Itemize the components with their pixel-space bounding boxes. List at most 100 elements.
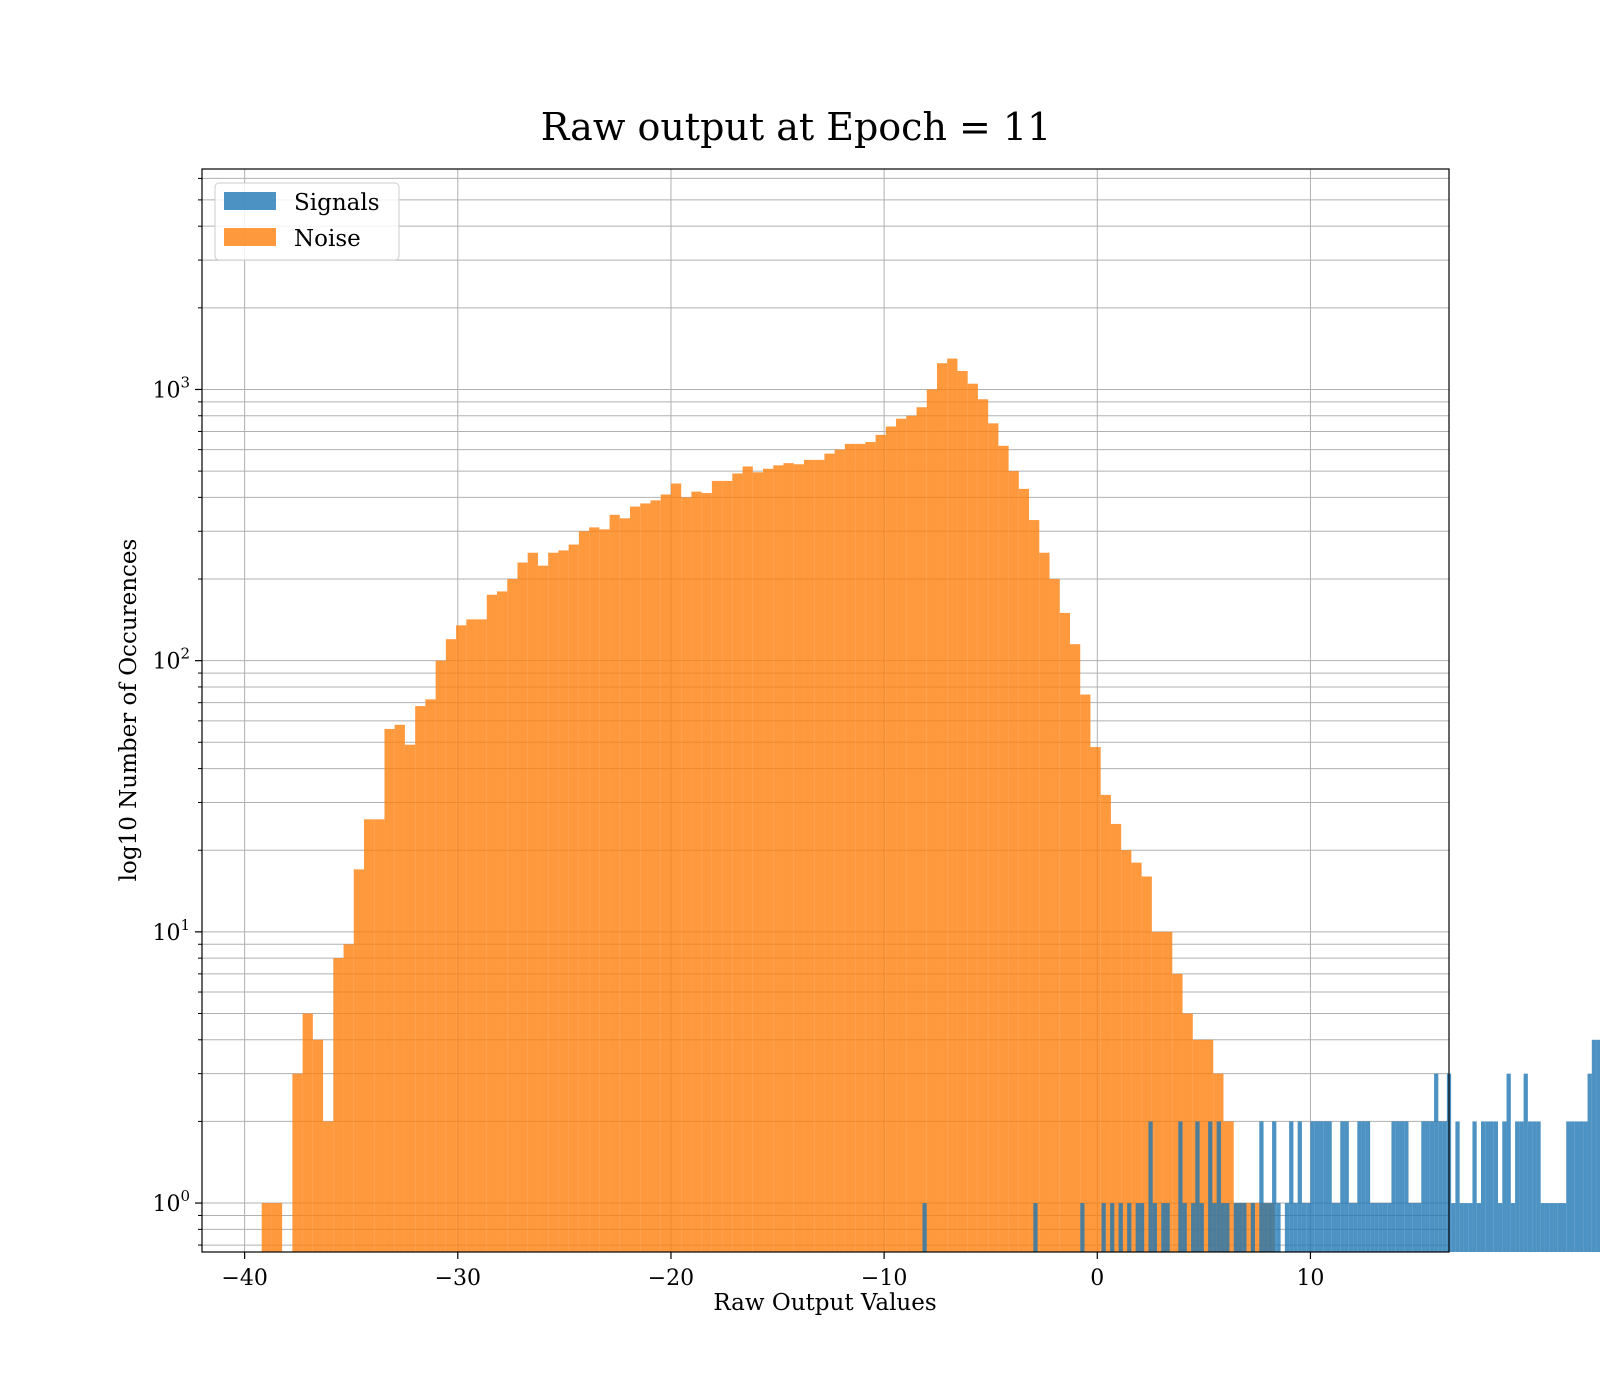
signals-bar (1306, 1203, 1311, 1252)
noise-bar (803, 459, 815, 1253)
signals-bar (1557, 1203, 1562, 1252)
signals-bar (1506, 1073, 1511, 1252)
signals-bar (1591, 1039, 1597, 1252)
x-axis-label: Raw Output Values (713, 1290, 936, 1316)
noise-bar (271, 1203, 283, 1252)
signals-bar (1263, 1203, 1268, 1252)
signals-bar (1033, 1203, 1038, 1252)
x-axis-ticks: −40 −30 −20 −10 0 10 (221, 1252, 1324, 1291)
noise-bar (558, 550, 569, 1252)
signals-bar (1421, 1121, 1426, 1252)
signals-bar (1412, 1203, 1418, 1252)
noise-bar (660, 494, 671, 1252)
signals-bar (1272, 1121, 1277, 1252)
signals-bar (1220, 1203, 1226, 1252)
noise-bar (292, 1073, 303, 1252)
noise-bar (302, 1013, 313, 1252)
legend-label-noise: Noise (294, 226, 361, 252)
noise-bar (998, 445, 1009, 1252)
signals-bar (1587, 1073, 1592, 1252)
noise-bar (763, 468, 774, 1253)
signals-bar (1199, 1203, 1204, 1252)
noise-bar (936, 363, 948, 1252)
chart-title: Raw output at Epoch = 11 (541, 105, 1052, 149)
noise-bar (466, 619, 477, 1252)
noise-bar (1110, 823, 1122, 1252)
signals-bar (1425, 1121, 1430, 1252)
signals-bar (1468, 1203, 1473, 1252)
noise-bar (364, 819, 375, 1252)
signals-bar (1165, 1203, 1170, 1252)
signals-bar (1429, 1121, 1435, 1252)
noise-bar (742, 466, 753, 1252)
noise-bar (640, 503, 651, 1253)
signals-bar (1561, 1203, 1567, 1252)
noise-bar (517, 562, 528, 1252)
signals-bar (1344, 1121, 1349, 1252)
signals-bar (1502, 1121, 1507, 1252)
signals-bar (1463, 1203, 1469, 1252)
signals-bar (1382, 1203, 1388, 1252)
signals-bar (1276, 1203, 1281, 1252)
signals-bar (1110, 1203, 1115, 1252)
legend-swatch-noise (224, 228, 276, 246)
x-tick-label: 10 (1296, 1266, 1324, 1291)
noise-bar (497, 591, 508, 1252)
noise-bar (814, 459, 825, 1253)
signals-bar (1370, 1203, 1375, 1252)
x-tick-label: −10 (861, 1266, 907, 1291)
signals-bar (1489, 1121, 1494, 1252)
signals-bar (1455, 1121, 1460, 1252)
signals-bar (1327, 1121, 1332, 1252)
noise-bar (404, 744, 416, 1252)
noise-bar (1100, 794, 1111, 1252)
noise-bar (773, 465, 784, 1253)
noise-bar (834, 449, 845, 1252)
signals-bar (1216, 1121, 1221, 1252)
signals-bar (1510, 1203, 1516, 1252)
x-tick-label: −30 (435, 1266, 481, 1291)
signals-bar (1391, 1121, 1396, 1252)
signals-bar (1161, 1203, 1166, 1252)
signals-bar (1399, 1121, 1405, 1252)
signals-bar (1139, 1203, 1145, 1252)
signals-bar (1152, 1203, 1157, 1252)
noise-bar (537, 565, 549, 1252)
signals-bar (1519, 1121, 1524, 1252)
noise-bar (670, 483, 682, 1252)
noise-bar (1080, 694, 1091, 1252)
signals-bar (1353, 1203, 1358, 1252)
signals-bar (1549, 1203, 1554, 1252)
noise-bar (609, 514, 620, 1252)
signals-bar (1387, 1203, 1392, 1252)
signals-bar (1476, 1203, 1481, 1252)
noise-bar (578, 531, 590, 1252)
noise-bar (691, 491, 702, 1252)
noise-bar (1121, 850, 1132, 1252)
noise-bar (988, 423, 999, 1252)
noise-bar (394, 724, 405, 1252)
signals-bar (1348, 1203, 1354, 1252)
signals-bar (1374, 1203, 1379, 1252)
noise-bar (844, 443, 856, 1252)
noise-bar (1039, 552, 1050, 1252)
noise-bar (1049, 579, 1060, 1252)
y-axis-label: log10 Number of Occurences (116, 539, 142, 882)
noise-bar (507, 579, 518, 1252)
signals-bar (1498, 1203, 1503, 1252)
noise-bar (374, 819, 385, 1252)
x-tick-label: −40 (221, 1266, 267, 1291)
noise-bar (752, 472, 764, 1252)
signals-bar (1574, 1121, 1580, 1252)
signals-bar (1570, 1121, 1575, 1252)
noise-bar (701, 493, 712, 1252)
signals-bar (1250, 1203, 1256, 1252)
signals-bar (1459, 1203, 1464, 1252)
noise-bar (722, 480, 733, 1253)
noise-bar (435, 660, 446, 1252)
y-tick-label: 103 (152, 373, 190, 403)
noise-bar (650, 500, 661, 1252)
noise-bar (1029, 520, 1040, 1252)
signals-bar (1191, 1203, 1196, 1252)
